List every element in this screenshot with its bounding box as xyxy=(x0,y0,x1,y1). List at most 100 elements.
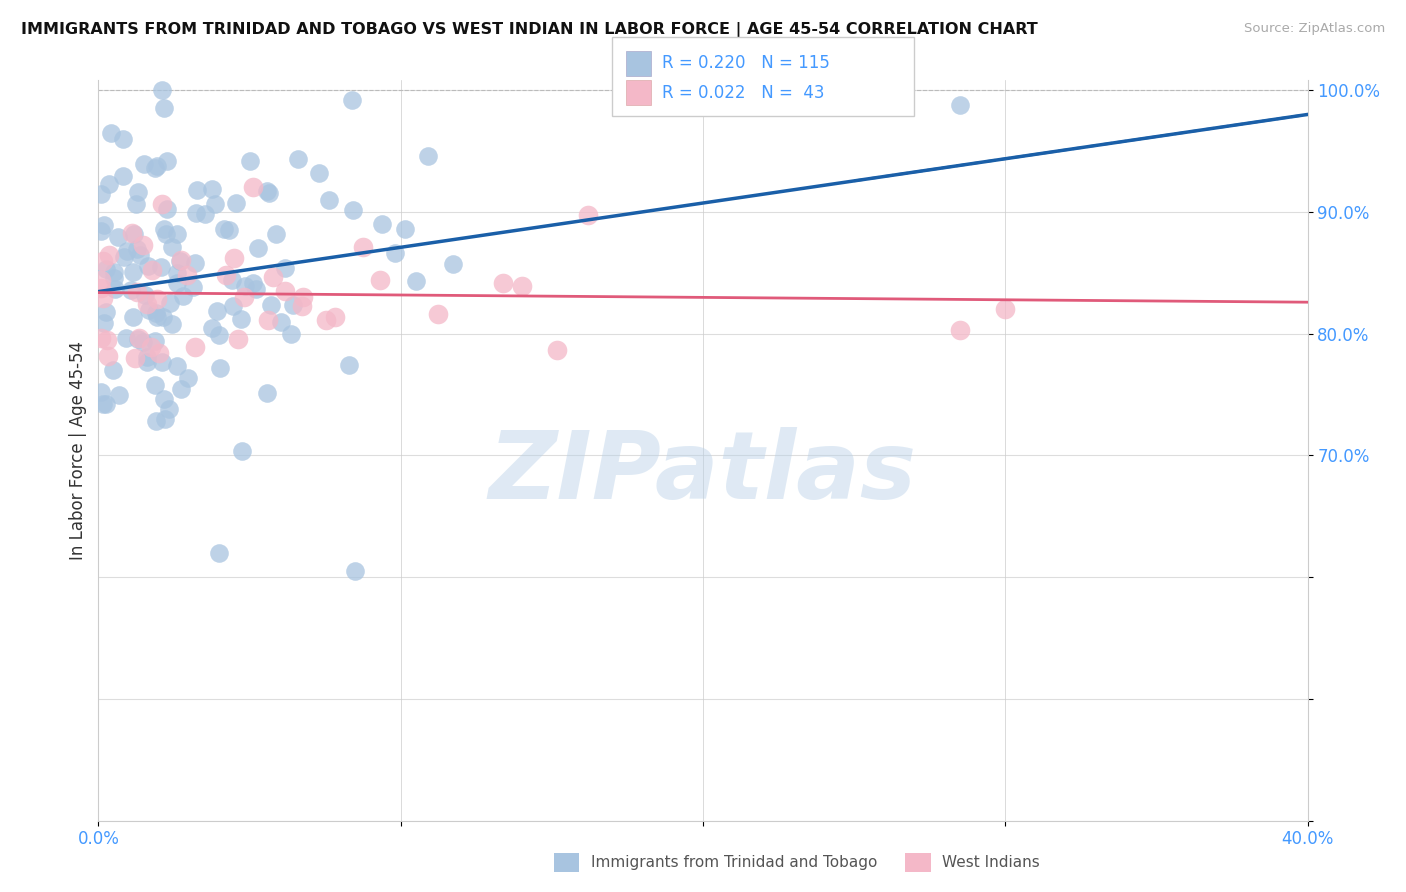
Text: IMMIGRANTS FROM TRINIDAD AND TOBAGO VS WEST INDIAN IN LABOR FORCE | AGE 45-54 CO: IMMIGRANTS FROM TRINIDAD AND TOBAGO VS W… xyxy=(21,22,1038,38)
Point xyxy=(184,340,207,354)
Point xyxy=(107,230,129,244)
Point xyxy=(183,280,205,294)
Point xyxy=(370,217,392,231)
Point xyxy=(270,314,292,328)
Point xyxy=(283,297,305,311)
Point xyxy=(91,291,114,305)
Point xyxy=(337,358,360,372)
Point xyxy=(256,386,278,401)
Point xyxy=(127,332,149,346)
Point xyxy=(145,306,167,320)
Point xyxy=(136,260,159,274)
Point xyxy=(141,263,163,277)
Point xyxy=(156,202,179,216)
Point xyxy=(169,254,191,268)
Point xyxy=(143,161,166,176)
Point xyxy=(546,343,568,357)
Point xyxy=(262,270,284,285)
Point xyxy=(222,252,245,266)
Point xyxy=(352,240,374,254)
Point xyxy=(132,334,155,349)
Point xyxy=(207,304,229,318)
Point xyxy=(405,275,427,289)
Point xyxy=(318,193,340,207)
Point xyxy=(257,186,280,200)
Point xyxy=(138,302,160,317)
Point xyxy=(91,396,114,410)
Point xyxy=(96,333,118,347)
Point xyxy=(103,265,125,279)
Point xyxy=(949,97,972,112)
Point xyxy=(233,278,256,293)
Point xyxy=(104,282,127,296)
Point xyxy=(103,271,125,285)
Point xyxy=(143,334,166,348)
Point xyxy=(93,317,115,331)
Point xyxy=(90,331,112,345)
Point xyxy=(170,382,193,396)
Point xyxy=(441,257,464,271)
Point xyxy=(427,307,450,321)
Point xyxy=(153,412,176,426)
Point xyxy=(121,265,143,279)
Point xyxy=(201,320,224,334)
Point xyxy=(150,260,173,274)
Point xyxy=(125,285,148,299)
Point xyxy=(134,157,156,171)
Point xyxy=(134,288,156,302)
Point xyxy=(257,313,280,327)
Point xyxy=(145,293,167,307)
Text: Source: ZipAtlas.com: Source: ZipAtlas.com xyxy=(1244,22,1385,36)
Point xyxy=(155,227,177,241)
Point xyxy=(225,195,247,210)
Point xyxy=(128,331,150,345)
Point xyxy=(115,244,138,258)
Point xyxy=(287,152,309,166)
Point xyxy=(169,252,191,267)
Point xyxy=(136,350,159,364)
Point xyxy=(201,182,224,196)
Point xyxy=(131,237,153,252)
Point xyxy=(96,261,118,276)
Point xyxy=(264,227,287,241)
Point xyxy=(157,401,180,416)
Point xyxy=(176,268,198,282)
Point xyxy=(143,378,166,392)
Point xyxy=(124,351,146,365)
Point xyxy=(124,227,146,241)
Point xyxy=(148,346,170,360)
Point xyxy=(90,385,112,400)
Point xyxy=(204,197,226,211)
Point xyxy=(215,268,238,283)
Point xyxy=(90,281,112,295)
Point xyxy=(111,132,134,146)
Text: ZIPatlas: ZIPatlas xyxy=(489,426,917,518)
Point xyxy=(342,202,364,217)
Point xyxy=(416,149,439,163)
Point xyxy=(340,93,363,107)
Point xyxy=(291,300,314,314)
Point xyxy=(177,371,200,385)
Point xyxy=(231,312,253,326)
Point xyxy=(184,206,207,220)
Point xyxy=(208,327,231,342)
Point xyxy=(159,296,181,310)
Point xyxy=(97,177,120,191)
Point xyxy=(90,224,112,238)
Point xyxy=(245,281,267,295)
Point xyxy=(93,218,115,232)
Point xyxy=(139,340,162,354)
Point xyxy=(492,276,515,290)
Point xyxy=(274,260,297,275)
Text: R = 0.220   N = 115: R = 0.220 N = 115 xyxy=(662,54,830,72)
Point xyxy=(246,241,269,255)
Point xyxy=(291,290,314,304)
Point xyxy=(152,101,174,115)
Point xyxy=(135,355,157,369)
Point xyxy=(156,154,179,169)
Point xyxy=(994,302,1017,317)
Point xyxy=(121,310,143,325)
Point xyxy=(221,273,243,287)
Point xyxy=(146,160,169,174)
Point xyxy=(127,242,149,256)
